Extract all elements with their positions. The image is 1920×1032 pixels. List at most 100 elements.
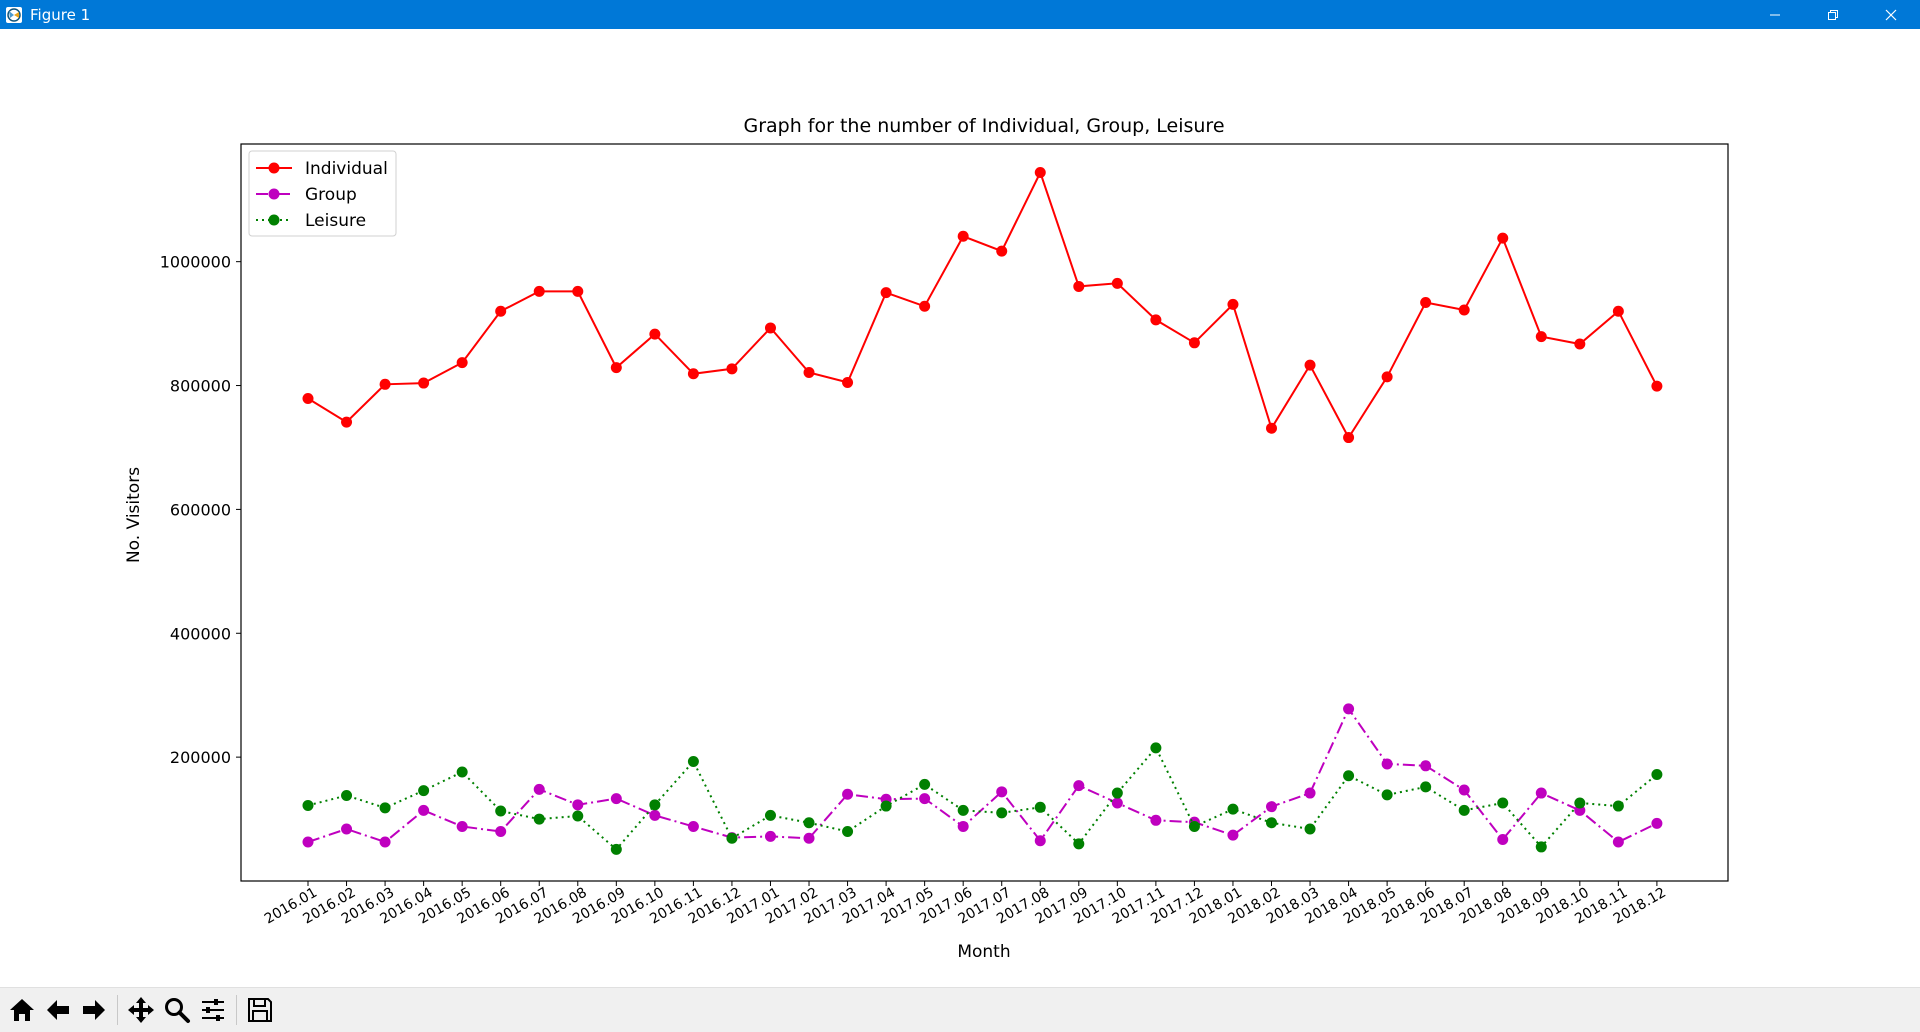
data-point-individual <box>302 393 314 405</box>
data-point-group <box>1497 834 1509 846</box>
data-point-individual <box>1227 298 1239 310</box>
save-icon <box>248 998 272 1022</box>
data-point-leisure <box>1574 797 1586 809</box>
legend-label-group: Group <box>305 185 357 205</box>
data-point-group <box>1304 787 1316 799</box>
data-point-group <box>379 836 391 848</box>
legend: Individual Group Leisure <box>248 150 397 237</box>
data-point-individual <box>919 300 931 312</box>
data-point-leisure <box>919 778 931 790</box>
data-point-leisure <box>957 804 969 816</box>
data-point-leisure <box>1458 804 1470 816</box>
series-line-leisure <box>307 745 1658 851</box>
restore-button[interactable] <box>1804 0 1862 29</box>
data-point-individual <box>1651 380 1663 392</box>
data-point-group <box>1535 787 1547 799</box>
zoom-icon <box>165 998 190 1023</box>
data-point-individual <box>996 245 1008 257</box>
data-point-leisure <box>379 802 391 814</box>
minimize-icon <box>1770 14 1780 15</box>
data-point-individual <box>1150 314 1162 326</box>
data-point-group <box>1111 797 1123 809</box>
data-point-group <box>764 830 776 842</box>
data-point-leisure <box>1111 787 1123 799</box>
data-point-leisure <box>842 825 854 837</box>
back-arrow-icon <box>47 1000 69 1020</box>
figure-canvas[interactable]: Graph for the number of Individual, Grou… <box>0 29 1920 987</box>
pan-button[interactable] <box>123 992 159 1028</box>
data-point-individual <box>649 328 661 340</box>
data-point-leisure <box>533 813 545 825</box>
forward-button[interactable] <box>76 992 112 1028</box>
data-point-leisure <box>649 799 661 811</box>
data-point-group <box>418 804 430 816</box>
data-point-individual <box>803 367 815 379</box>
data-point-individual <box>1073 280 1085 292</box>
data-point-group <box>1612 836 1624 848</box>
home-button[interactable] <box>4 992 40 1028</box>
zoom-button[interactable] <box>159 992 195 1028</box>
data-point-individual <box>1420 297 1432 309</box>
data-point-individual <box>1497 232 1509 244</box>
data-point-group <box>1266 801 1277 813</box>
data-point-individual <box>764 322 776 334</box>
data-point-group <box>1343 703 1355 715</box>
data-point-group <box>687 820 699 832</box>
home-icon <box>10 999 34 1021</box>
data-point-leisure <box>1304 823 1316 835</box>
navigation-toolbar <box>0 987 1920 1032</box>
data-point-group <box>996 786 1008 798</box>
data-point-leisure <box>1420 781 1432 793</box>
data-point-leisure <box>1266 817 1277 829</box>
data-point-group <box>1381 758 1393 770</box>
restore-icon <box>1828 9 1838 20</box>
data-point-group <box>1420 760 1432 772</box>
data-point-leisure <box>1497 797 1509 809</box>
back-button[interactable] <box>40 992 76 1028</box>
data-point-group <box>1034 835 1046 847</box>
data-point-individual <box>1304 359 1316 371</box>
toolbar-separator <box>117 995 118 1025</box>
legend-label-individual: Individual <box>305 159 388 179</box>
data-point-group <box>572 799 584 811</box>
data-point-group <box>1073 780 1085 792</box>
data-point-leisure <box>1612 800 1624 812</box>
minimize-button[interactable] <box>1746 0 1804 29</box>
legend-marker-leisure <box>268 214 280 226</box>
data-point-group <box>649 809 661 821</box>
data-point-group <box>533 783 545 795</box>
close-button[interactable] <box>1862 0 1920 29</box>
close-icon <box>1885 9 1897 20</box>
y-tick-label: 400000 <box>170 624 231 643</box>
data-point-group <box>842 788 854 800</box>
data-point-individual <box>1343 432 1355 444</box>
title-bar: Figure 1 <box>0 0 1920 29</box>
data-point-individual <box>842 376 854 388</box>
data-point-leisure <box>1034 801 1046 813</box>
save-button[interactable] <box>242 992 278 1028</box>
data-point-group <box>1150 814 1162 826</box>
data-point-leisure <box>610 843 622 855</box>
legend-label-leisure: Leisure <box>305 211 366 231</box>
data-point-group <box>610 793 622 805</box>
data-point-group <box>456 820 468 832</box>
data-point-individual <box>1188 337 1200 349</box>
data-point-individual <box>495 305 507 317</box>
configure-subplots-button[interactable] <box>195 992 231 1028</box>
data-point-group <box>1227 829 1239 841</box>
data-point-leisure <box>764 809 776 821</box>
data-point-leisure <box>1343 770 1355 782</box>
toolbar-separator <box>236 995 237 1025</box>
legend-marker-group <box>268 188 280 200</box>
data-point-leisure <box>456 766 468 778</box>
data-point-leisure <box>1150 742 1162 754</box>
data-point-leisure <box>687 755 699 767</box>
data-point-leisure <box>1073 838 1085 850</box>
data-point-leisure <box>1651 768 1663 780</box>
data-point-group <box>495 825 507 837</box>
data-point-leisure <box>418 785 430 797</box>
data-point-individual <box>880 287 892 299</box>
data-point-group <box>919 793 931 805</box>
data-point-individual <box>379 378 391 390</box>
legend-marker-individual <box>268 162 280 174</box>
